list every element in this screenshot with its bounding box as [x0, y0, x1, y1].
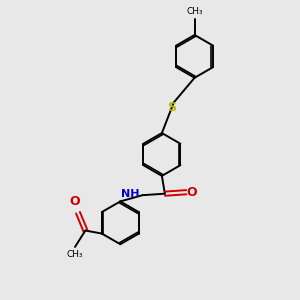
Text: CH₃: CH₃ [186, 7, 203, 16]
Text: O: O [69, 195, 80, 208]
Text: NH: NH [121, 189, 139, 199]
Text: CH₃: CH₃ [67, 250, 83, 260]
Text: O: O [186, 186, 197, 199]
Text: S: S [167, 101, 176, 114]
